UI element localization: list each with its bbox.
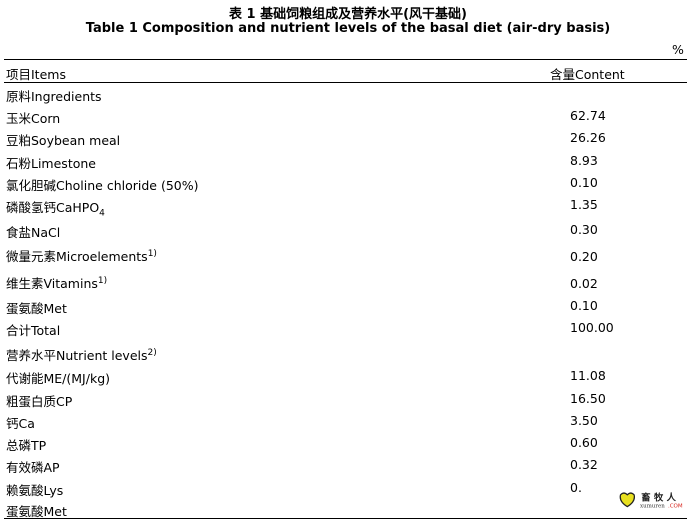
svg-text:xumuren: xumuren <box>640 503 665 509</box>
row-value: 3.50 <box>570 413 598 428</box>
row-value: 62.74 <box>570 108 606 123</box>
row-value: 11.08 <box>570 368 606 383</box>
row-label: 磷酸氢钙CaHPO4 <box>6 197 105 219</box>
row-value: 0.32 <box>570 457 598 472</box>
row-label: 粗蛋白质CP <box>6 391 72 410</box>
label-text: 总磷TP <box>6 438 47 453</box>
title-cn: 表 1 基础饲粮组成及营养水平(风干基础) <box>229 7 467 22</box>
row-value: 100.00 <box>570 320 614 335</box>
label-text: 有效磷AP <box>6 460 60 475</box>
row-value: 0.10 <box>570 175 598 190</box>
label-text: 蛋氨酸Met <box>6 301 67 316</box>
row-label: 氯化胆碱Choline chloride (50%) <box>6 175 199 194</box>
label-text: 维生素Vitamins <box>6 276 98 291</box>
row-label: 钙Ca <box>6 413 35 432</box>
subscript: 4 <box>99 208 105 219</box>
label-text: 代谢能ME/(MJ/kg) <box>6 371 111 386</box>
row-label: 豆粕Soybean meal <box>6 130 120 149</box>
row-label: 代谢能ME/(MJ/kg) <box>6 368 110 387</box>
row-label: 维生素Vitamins1) <box>6 273 107 292</box>
row-value: 1.35 <box>570 197 598 212</box>
row-value: 0.30 <box>570 222 598 237</box>
row-value: 0.60 <box>570 435 598 450</box>
label-text: 合计Total <box>6 323 61 338</box>
row-label: 石粉Limestone <box>6 153 96 172</box>
row-label: 玉米Corn <box>6 108 60 127</box>
row-label: 食盐NaCl <box>6 222 60 241</box>
row-label: 营养水平Nutrient levels2) <box>6 345 157 364</box>
label-text: 营养水平Nutrient levels <box>6 348 148 363</box>
row-value: 0.10 <box>570 298 598 313</box>
row-value: 8.93 <box>570 153 598 168</box>
row-label: 赖氨酸Lys <box>6 480 63 499</box>
top-rule <box>4 59 687 60</box>
bottom-rule <box>4 518 687 519</box>
footnote-marker: 2) <box>147 347 157 358</box>
title-en: Table 1 Composition and nutrient levels … <box>85 21 611 36</box>
row-value: 0. <box>570 480 582 495</box>
label-text: 赖氨酸Lys <box>6 483 64 498</box>
label-text: 磷酸氢钙CaHPO <box>6 200 100 215</box>
header-rule <box>4 82 687 83</box>
row-label: 蛋氨酸Met <box>6 298 67 317</box>
row-label: 微量元素Microelements1) <box>6 246 157 265</box>
svg-text:畜牧人: 畜牧人 <box>641 492 679 504</box>
label-text: 粗蛋白质CP <box>6 394 73 409</box>
row-value: 26.26 <box>570 130 606 145</box>
label-text: 氯化胆碱Choline chloride (50%) <box>6 178 199 193</box>
unit-label: % <box>672 42 684 57</box>
header-items: 项目Items <box>6 67 66 82</box>
row-label: 合计Total <box>6 320 60 339</box>
label-text: 钙Ca <box>6 416 35 431</box>
label-text: 豆粕Soybean meal <box>6 133 121 148</box>
row-label: 有效磷AP <box>6 457 60 476</box>
label-text: 原料Ingredients <box>6 89 102 104</box>
svg-text:.COM: .COM <box>668 503 683 509</box>
row-value: 0.02 <box>570 276 598 291</box>
footnote-marker: 1) <box>97 275 108 286</box>
label-text: 食盐NaCl <box>6 225 61 240</box>
row-label: 总磷TP <box>6 435 46 454</box>
label-text: 微量元素Microelements <box>6 249 148 264</box>
label-text: 玉米Corn <box>6 111 61 126</box>
row-label: 原料Ingredients <box>6 86 102 105</box>
row-value: 16.50 <box>570 391 606 406</box>
label-text: 蛋氨酸Met <box>6 504 67 519</box>
row-label: 蛋氨酸Met <box>6 501 67 520</box>
footnote-marker: 1) <box>147 248 157 259</box>
label-text: 石粉Limestone <box>6 156 96 171</box>
row-value: 0.20 <box>570 249 598 264</box>
xumuren-watermark-logo: 畜牧人 xumuren .COM <box>619 492 683 509</box>
header-content: 含量Content <box>550 67 625 82</box>
